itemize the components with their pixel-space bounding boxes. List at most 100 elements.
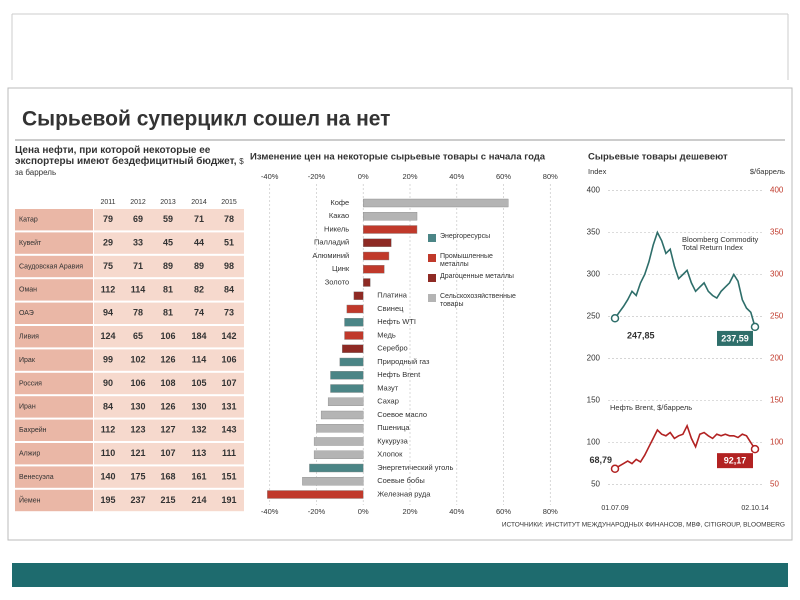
end-marker xyxy=(610,464,620,474)
bar xyxy=(313,437,364,446)
table-value: 78 xyxy=(224,214,234,224)
table-value: 106 xyxy=(130,378,145,388)
table-value: 124 xyxy=(100,331,115,341)
y2-tick-label: 200 xyxy=(770,354,784,363)
table-value: 71 xyxy=(194,214,204,224)
table-value: 127 xyxy=(160,425,175,435)
row-label: Кувейт xyxy=(19,239,42,247)
bar xyxy=(339,357,364,367)
table-value: 113 xyxy=(192,448,207,458)
end-marker xyxy=(750,322,760,332)
y2-axis-title: $/баррель xyxy=(750,167,785,176)
legend-item: Промышленные металлы xyxy=(440,253,493,268)
main-title: Сырьевой суперцикл сошел на нет xyxy=(22,108,390,131)
row-label-cell xyxy=(15,209,93,231)
value-label: 68,79 xyxy=(589,455,612,465)
row-label-cell xyxy=(15,279,93,301)
bar xyxy=(330,371,364,380)
x-tick-label: 60% xyxy=(496,507,511,516)
row-label-cell xyxy=(15,232,93,254)
x-tick-label: -20% xyxy=(308,172,326,181)
table-value: 59 xyxy=(163,214,173,224)
bar xyxy=(363,278,371,287)
table-value: 126 xyxy=(160,401,175,411)
table-value: 130 xyxy=(130,401,145,411)
table-value: 79 xyxy=(103,214,113,224)
column-header: 2014 xyxy=(191,199,207,206)
category-label: Мазут xyxy=(377,383,399,392)
end-marker xyxy=(610,314,620,323)
row-label: ОАЭ xyxy=(19,310,34,317)
table-value: 106 xyxy=(160,331,175,341)
row-label-cell xyxy=(15,489,93,512)
bar xyxy=(363,212,418,221)
bar xyxy=(302,477,364,486)
category-label: Цинк xyxy=(332,264,350,273)
bar xyxy=(363,225,418,234)
table-value: 89 xyxy=(163,261,173,271)
bar xyxy=(353,291,364,300)
category-label: Никель xyxy=(324,224,349,233)
row-value-cell xyxy=(94,489,244,512)
y-tick-label: 150 xyxy=(587,396,601,405)
table-value: 175 xyxy=(130,471,145,481)
row-value-cell xyxy=(94,396,244,418)
bar xyxy=(267,490,364,499)
row-label: Алжир xyxy=(19,451,40,458)
table-value: 107 xyxy=(160,448,175,458)
table-value: 94 xyxy=(103,308,113,318)
row-value-cell xyxy=(94,279,244,301)
column-header: 2015 xyxy=(221,199,237,206)
category-label: Алюминий xyxy=(312,251,349,260)
series-annotation: Bloomberg Commodity Total Return Index xyxy=(682,236,758,252)
y-tick-label: 300 xyxy=(587,270,601,279)
y2-tick-label: 300 xyxy=(770,270,784,279)
x-tick-label: -40% xyxy=(261,507,279,516)
row-value-cell xyxy=(94,419,244,441)
value-label-box xyxy=(717,330,753,346)
source: ИСТОЧНИКИ: ИНСТИТУТ МЕЖДУНАРОДНЫХ ФИНАНС… xyxy=(502,522,785,529)
table-value: 84 xyxy=(103,401,113,411)
legend-item: Драгоценные металлы xyxy=(440,273,514,280)
row-label: Венесуэла xyxy=(19,474,54,481)
table-value: 98 xyxy=(224,261,234,271)
y-tick-label: 200 xyxy=(587,354,601,363)
bar xyxy=(316,424,364,433)
row-label: Бахрейн xyxy=(19,426,47,434)
table-value: 65 xyxy=(133,331,143,341)
y-tick-label: 400 xyxy=(587,186,601,195)
x-tick-label: -20% xyxy=(308,507,326,516)
value-label-box xyxy=(717,453,753,469)
table-value: 237 xyxy=(130,495,145,505)
row-label: Йемен xyxy=(19,495,41,504)
x-tick-label: 02.10.14 xyxy=(741,505,768,512)
x-tick-label: 01.07.09 xyxy=(601,505,628,512)
category-label: Свинец xyxy=(377,304,404,313)
table-value: 51 xyxy=(224,237,234,247)
x-tick-label: 80% xyxy=(543,507,558,516)
y-axis-title: Index xyxy=(588,167,607,176)
row-value-cell xyxy=(94,209,244,231)
table-value: 106 xyxy=(221,354,236,364)
table-value: 112 xyxy=(101,284,116,294)
table-value: 168 xyxy=(160,471,175,481)
bar xyxy=(313,450,364,459)
row-value-cell xyxy=(94,255,244,278)
row-label-cell xyxy=(15,419,93,441)
y-tick-label: 250 xyxy=(587,312,601,321)
y-tick-label: 350 xyxy=(587,228,601,237)
value-label: 92,17 xyxy=(724,456,747,466)
table-title: Цена нефти, при которой некоторые ее экс… xyxy=(15,145,245,178)
table-value: 143 xyxy=(221,425,236,435)
footer-bar xyxy=(12,563,788,587)
table-value: 110 xyxy=(101,448,116,458)
bar xyxy=(363,198,509,208)
table-value: 33 xyxy=(133,237,143,247)
row-label-cell xyxy=(15,255,93,278)
legend-swatch xyxy=(428,234,436,242)
bar xyxy=(330,384,364,393)
table-value: 69 xyxy=(133,214,143,224)
table-value: 126 xyxy=(160,354,175,364)
bar xyxy=(363,251,390,261)
